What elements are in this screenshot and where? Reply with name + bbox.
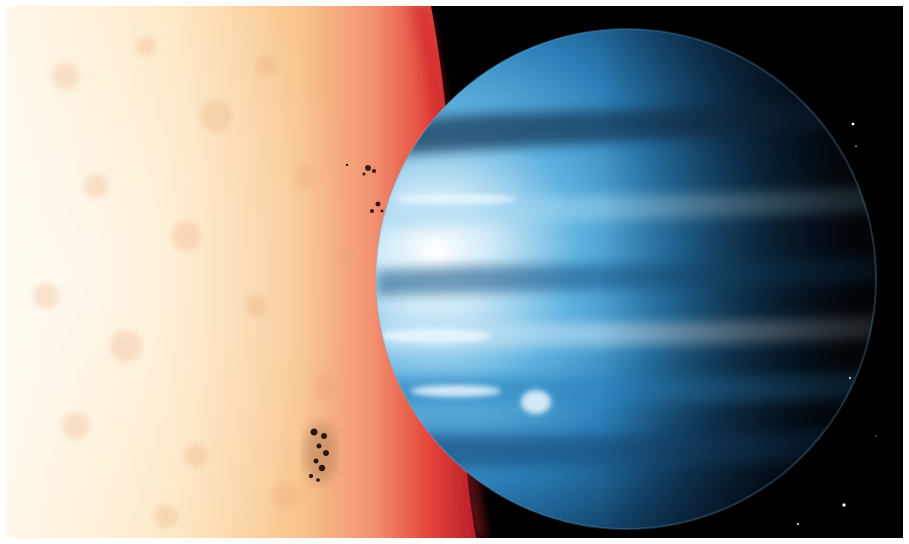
space-illustration	[6, 6, 903, 538]
sunspot-group-lower	[304, 423, 336, 483]
sunspot-group-upper	[345, 163, 384, 213]
scene-svg	[6, 6, 903, 538]
background-stars	[796, 122, 877, 526]
sunspots	[304, 163, 384, 483]
planet	[375, 28, 877, 530]
star	[6, 6, 486, 538]
